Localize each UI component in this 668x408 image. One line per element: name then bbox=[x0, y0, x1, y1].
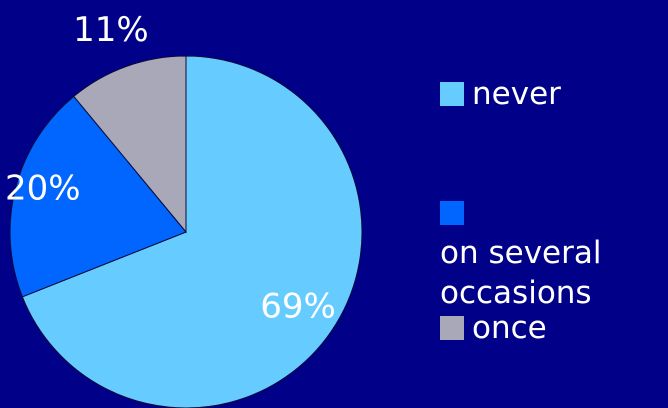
legend-item-once: once bbox=[440, 308, 547, 348]
legend-swatch-several bbox=[440, 201, 464, 225]
legend-item-several: on several occasions bbox=[440, 193, 668, 313]
pie-slice-once bbox=[73, 55, 187, 234]
legend-label-once: once bbox=[472, 310, 547, 346]
legend-item-never: never bbox=[440, 74, 561, 114]
legend-label-several: on several occasions bbox=[440, 235, 602, 311]
pie-slice-several bbox=[9, 95, 187, 298]
slice-label-once: 11% bbox=[73, 10, 149, 50]
slice-label-never: 69% bbox=[260, 287, 336, 327]
pie-slice-never bbox=[21, 55, 363, 408]
slice-label-several: 20% bbox=[5, 169, 81, 209]
legend-swatch-once bbox=[440, 316, 464, 340]
legend-swatch-never bbox=[440, 82, 464, 106]
legend-label-never: never bbox=[472, 76, 561, 112]
